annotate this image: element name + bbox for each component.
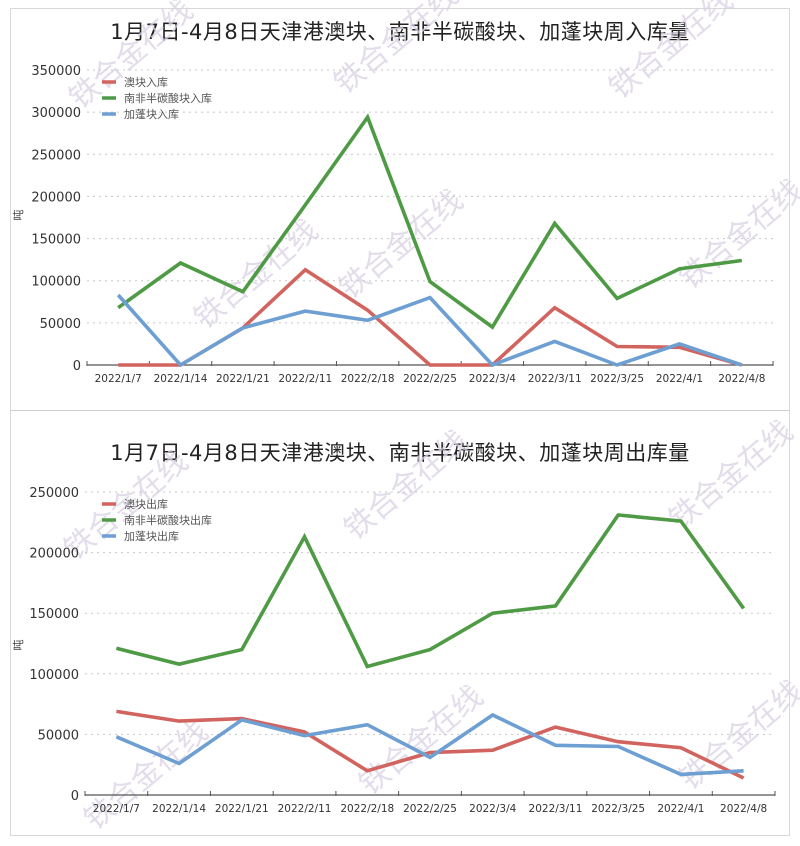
chart-divider [10, 410, 790, 411]
x-tick-label: 2022/3/11 [529, 803, 583, 815]
y-tick-label: 250000 [29, 486, 79, 501]
watermark-text: 铁合金在线 [673, 674, 800, 797]
x-tick-label: 2022/2/11 [278, 373, 332, 385]
outbound-chart-title: 1月7日-4月8日天津港澳块、南非半碳酸块、加蓬块周出库量 [110, 441, 690, 465]
y-tick-label: 200000 [29, 547, 79, 562]
y-tick-label: 100000 [31, 275, 81, 290]
x-tick-label: 2022/4/8 [720, 803, 767, 815]
x-tick-label: 2022/1/21 [215, 803, 269, 815]
x-tick-label: 2022/1/14 [152, 803, 206, 815]
x-tick-label: 2022/3/11 [528, 373, 582, 385]
watermark-text: 铁合金在线 [353, 679, 490, 802]
series-line-1 [117, 113, 743, 330]
x-tick-label: 2022/4/1 [656, 373, 703, 385]
y-tick-label: 50000 [40, 317, 81, 332]
legend-label: 澳块出库 [124, 497, 168, 511]
watermark-text: 铁合金在线 [673, 173, 800, 296]
y-tick-label: 350000 [31, 64, 81, 79]
x-tick-label: 2022/3/4 [469, 373, 516, 385]
outbound-chart-panel: 1月7日-4月8日天津港澳块、南非半碳酸块、加蓬块周出库量 铁合金在线 铁合金在线… [0, 411, 800, 836]
series-line-2 [116, 293, 743, 368]
watermark-text: 铁合金在线 [78, 714, 215, 836]
watermark-text: 铁合金在线 [603, 0, 740, 106]
x-tick-label: 2022/2/25 [403, 373, 457, 385]
x-tick-label: 2022/1/7 [95, 373, 142, 385]
x-tick-label: 2022/1/21 [216, 373, 270, 385]
legend-label: 加蓬块出库 [124, 529, 179, 543]
y-tick-label: 100000 [29, 668, 79, 683]
x-tick-label: 2022/2/18 [341, 373, 395, 385]
series-line-2 [115, 712, 744, 777]
y-tick-label: 50000 [38, 728, 79, 743]
x-tick-label: 2022/4/8 [718, 373, 765, 385]
x-tick-label: 2022/2/11 [278, 803, 332, 815]
y-axis-label: 吨 [12, 640, 25, 651]
series-line-1 [115, 513, 746, 669]
inbound-chart-panel: 1月7日-4月8日天津港澳块、南非半碳酸块、加蓬块周入库量 铁合金在线 铁合金在线… [0, 0, 800, 410]
y-tick-label: 0 [73, 359, 81, 374]
y-tick-label: 0 [71, 789, 79, 804]
x-tick-label: 2022/3/25 [591, 803, 645, 815]
inbound-chart-title: 1月7日-4月8日天津港澳块、南非半碳酸块、加蓬块周入库量 [110, 20, 690, 44]
x-tick-label: 2022/2/25 [403, 803, 457, 815]
series-line-0 [116, 709, 745, 780]
x-tick-label: 2022/3/25 [590, 373, 644, 385]
figure-frame [10, 8, 790, 836]
legend-label: 南非半碳酸块入库 [124, 91, 212, 105]
legend-label: 澳块入库 [124, 76, 168, 89]
x-tick-label: 2022/1/7 [93, 803, 140, 815]
watermark-text: 铁合金在线 [663, 414, 800, 537]
legend-label: 加蓬块入库 [124, 108, 179, 121]
watermark-text: 铁合金在线 [338, 424, 475, 547]
y-tick-label: 150000 [29, 607, 79, 622]
y-tick-label: 250000 [31, 148, 81, 163]
x-tick-label: 2022/3/4 [469, 803, 516, 815]
watermark-text: 铁合金在线 [328, 0, 465, 101]
legend-label: 南非半碳酸块出库 [124, 513, 212, 527]
x-tick-label: 2022/1/14 [154, 373, 208, 385]
x-tick-label: 2022/4/1 [657, 803, 704, 815]
y-tick-label: 150000 [31, 233, 81, 248]
x-tick-label: 2022/2/18 [340, 803, 394, 815]
y-tick-label: 200000 [31, 190, 81, 205]
y-tick-label: 300000 [31, 106, 81, 121]
y-axis-label: 吨 [12, 210, 25, 221]
